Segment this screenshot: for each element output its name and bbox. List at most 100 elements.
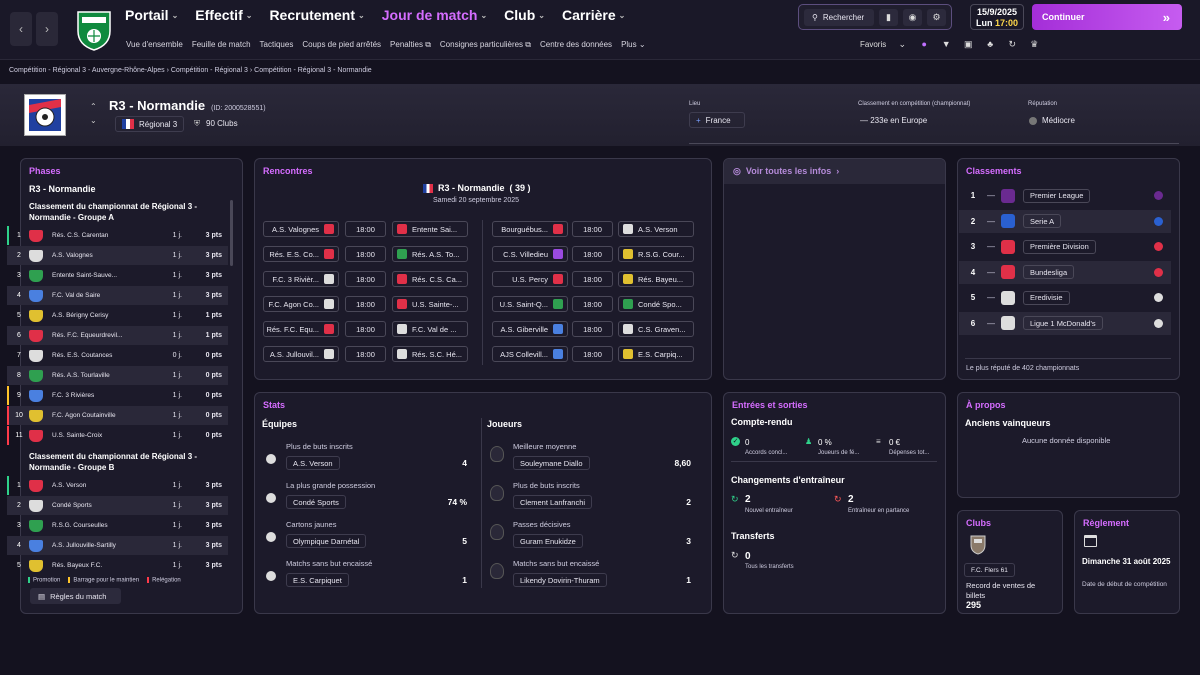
subnav-item-0[interactable]: Vue d'ensemble	[126, 40, 183, 50]
table-row[interactable]: 11 U.S. Sainte-Croix 1 j. 0 pts	[7, 426, 228, 445]
breadcrumb-item-3[interactable]: Compétition - Régional 3 - Normandie	[254, 67, 372, 74]
table-row[interactable]: 2 A.S. Valognes 1 j. 3 pts	[7, 246, 228, 265]
home-team[interactable]: F.C. 3 Rivièr...	[263, 271, 339, 287]
away-team[interactable]: F.C. Val de ...	[392, 321, 468, 337]
stat-entity-chip[interactable]: Olympique Darnétal	[286, 534, 367, 548]
league-row[interactable]: 5 — Eredivisie	[959, 286, 1171, 309]
home-team[interactable]: Rés. F.C. Equ...	[263, 321, 339, 337]
home-team[interactable]: A.S. Valognes	[263, 221, 339, 237]
subnav-item-4[interactable]: Penalties ⧉	[390, 40, 431, 50]
chevron-down-icon[interactable]: ⌄	[898, 38, 906, 49]
expand-down-icon[interactable]: ⌄	[90, 116, 97, 125]
nav-item-1[interactable]: Effectif ⌄	[195, 7, 252, 23]
stat-entity-chip[interactable]: Condé Sports	[286, 495, 346, 509]
table-row[interactable]: 4 F.C. Val de Saire 1 j. 3 pts	[7, 286, 228, 305]
shirt-icon[interactable]: ▼	[941, 39, 951, 49]
league-row[interactable]: 6 — Ligue 1 McDonald's	[959, 311, 1171, 335]
infos-header[interactable]	[724, 159, 945, 184]
back-button[interactable]: ‹	[10, 12, 32, 46]
phases-scrollbar[interactable]	[230, 200, 233, 266]
league-name-chip[interactable]: Ligue 1 McDonald's	[1023, 316, 1103, 330]
league-row[interactable]: 1 — Premier League	[959, 184, 1171, 207]
subnav-item-6[interactable]: Centre des données	[540, 40, 612, 50]
breadcrumb-item-2[interactable]: Compétition - Régional 3	[170, 67, 248, 74]
club-logo[interactable]	[74, 9, 114, 51]
competition-level-chip[interactable]: Régional 3	[115, 116, 185, 132]
nav-item-2[interactable]: Recrutement ⌄	[269, 7, 364, 23]
stat-entity-chip[interactable]: E.S. Carpiquet	[286, 573, 349, 587]
stat-entity-chip[interactable]: Likendy Dovirin-Thuram	[513, 573, 607, 587]
infos-link[interactable]: ◎ Voir toutes les infos ›	[733, 166, 839, 177]
home-team[interactable]: F.C. Agon Co...	[263, 296, 339, 312]
away-team[interactable]: E.S. Carpiq...	[618, 346, 694, 362]
continue-button[interactable]: Continuer »	[1032, 4, 1182, 30]
table-row[interactable]: 4 A.S. Jullouville-Sartilly 1 j. 3 pts	[7, 536, 228, 555]
table-row[interactable]: 2 Condé Sports 1 j. 3 pts	[7, 496, 228, 515]
match-time[interactable]: 18:00	[345, 246, 386, 262]
away-team[interactable]: Rés. A.S. To...	[392, 246, 468, 262]
breadcrumb-item-1[interactable]: Compétition - Régional 3 - Auvergne-Rhôn…	[9, 67, 165, 74]
away-team[interactable]: Rés. S.C. Hé...	[392, 346, 468, 362]
match-rules-button[interactable]: ▤ Règles du match	[30, 588, 121, 604]
home-team[interactable]: A.S. Giberville	[492, 321, 568, 337]
table-row[interactable]: 3 R.S.G. Courseulles 1 j. 3 pts	[7, 516, 228, 535]
away-team[interactable]: C.S. Graven...	[618, 321, 694, 337]
table-row[interactable]: 10 F.C. Agon Coutainville 1 j. 0 pts	[7, 406, 228, 425]
match-time[interactable]: 18:00	[345, 221, 386, 237]
table-row[interactable]: 3 Entente Saint-Sauve... 1 j. 3 pts	[7, 266, 228, 285]
away-team[interactable]: Condé Spo...	[618, 296, 694, 312]
card-icon[interactable]: ▣	[963, 38, 973, 49]
match-time[interactable]: 18:00	[572, 246, 613, 262]
table-row[interactable]: 1 A.S. Verson 1 j. 3 pts	[7, 476, 228, 495]
refresh-icon[interactable]: ↻	[1008, 38, 1016, 49]
subnav-item-2[interactable]: Tactiques	[260, 40, 294, 50]
away-team[interactable]: Rés. C.S. Ca...	[392, 271, 468, 287]
table-row[interactable]: 1 Rés. C.S. Carentan 1 j. 3 pts	[7, 226, 228, 245]
subnav-item-7[interactable]: Plus ⌄	[621, 40, 646, 50]
league-row[interactable]: 2 — Serie A	[959, 209, 1171, 233]
league-name-chip[interactable]: Première Division	[1023, 239, 1096, 254]
bookmark-button[interactable]: ▮	[879, 9, 898, 26]
club-name-chip[interactable]: F.C. Flers 61	[964, 563, 1015, 577]
location-button[interactable]: ◉	[903, 9, 922, 26]
match-time[interactable]: 18:00	[572, 221, 613, 237]
league-row[interactable]: 4 — Bundesliga	[959, 260, 1171, 284]
home-team[interactable]: AJS Collevill...	[492, 346, 568, 362]
table-row[interactable]: 5 A.S. Bérigny Cerisy 1 j. 1 pts	[7, 306, 228, 325]
stat-entity-chip[interactable]: A.S. Verson	[286, 456, 340, 470]
stat-entity-chip[interactable]: Clement Lanfranchi	[513, 495, 593, 509]
home-team[interactable]: U.S. Saint-Q...	[492, 296, 568, 312]
lieu-chip[interactable]: + France	[689, 112, 745, 128]
match-time[interactable]: 18:00	[572, 346, 613, 362]
date-display[interactable]: 15/9/2025 Lun 17:00	[970, 4, 1024, 30]
away-team[interactable]: Entente Sai...	[392, 221, 468, 237]
subnav-item-3[interactable]: Coups de pied arrêtés	[302, 40, 381, 50]
home-team[interactable]: C.S. Villedieu	[492, 246, 568, 262]
stat-entity-chip[interactable]: Souleymane Diallo	[513, 456, 590, 470]
nav-item-4[interactable]: Club ⌄	[504, 7, 545, 23]
table-row[interactable]: 7 Rés. E.S. Coutances 0 j. 0 pts	[7, 346, 228, 365]
match-time[interactable]: 18:00	[345, 321, 386, 337]
forward-button[interactable]: ›	[36, 12, 58, 46]
league-name-chip[interactable]: Serie A	[1023, 214, 1062, 228]
league-name-chip[interactable]: Premier League	[1023, 188, 1091, 203]
match-time[interactable]: 18:00	[572, 271, 613, 287]
chat-icon[interactable]: ●	[921, 39, 927, 49]
table-row[interactable]: 6 Rés. F.C. Equeurdrevil... 1 j. 1 pts	[7, 326, 228, 345]
users-icon[interactable]: ♣	[987, 39, 994, 49]
subnav-item-1[interactable]: Feuille de match	[192, 40, 251, 50]
away-team[interactable]: Rés. Bayeu...	[618, 271, 694, 287]
subnav-item-5[interactable]: Consignes particulières ⧉	[440, 40, 531, 50]
nav-item-0[interactable]: Portail ⌄	[125, 7, 178, 23]
home-team[interactable]: Bourguébus...	[492, 221, 568, 237]
home-team[interactable]: U.S. Percy	[492, 271, 568, 287]
settings-button[interactable]: ⚙	[927, 9, 946, 26]
home-team[interactable]: A.S. Jullouvil...	[263, 346, 339, 362]
away-team[interactable]: A.S. Verson	[618, 221, 694, 237]
table-row[interactable]: 5 Rés. Bayeux F.C. 1 j. 3 pts	[7, 556, 228, 575]
match-time[interactable]: 18:00	[572, 296, 613, 312]
nav-item-5[interactable]: Carrière ⌄	[562, 7, 625, 23]
favorites-label[interactable]: Favoris	[860, 39, 887, 49]
nav-item-3[interactable]: Jour de match ⌄	[382, 7, 487, 23]
search-button[interactable]: ⚲ Rechercher	[804, 9, 874, 26]
